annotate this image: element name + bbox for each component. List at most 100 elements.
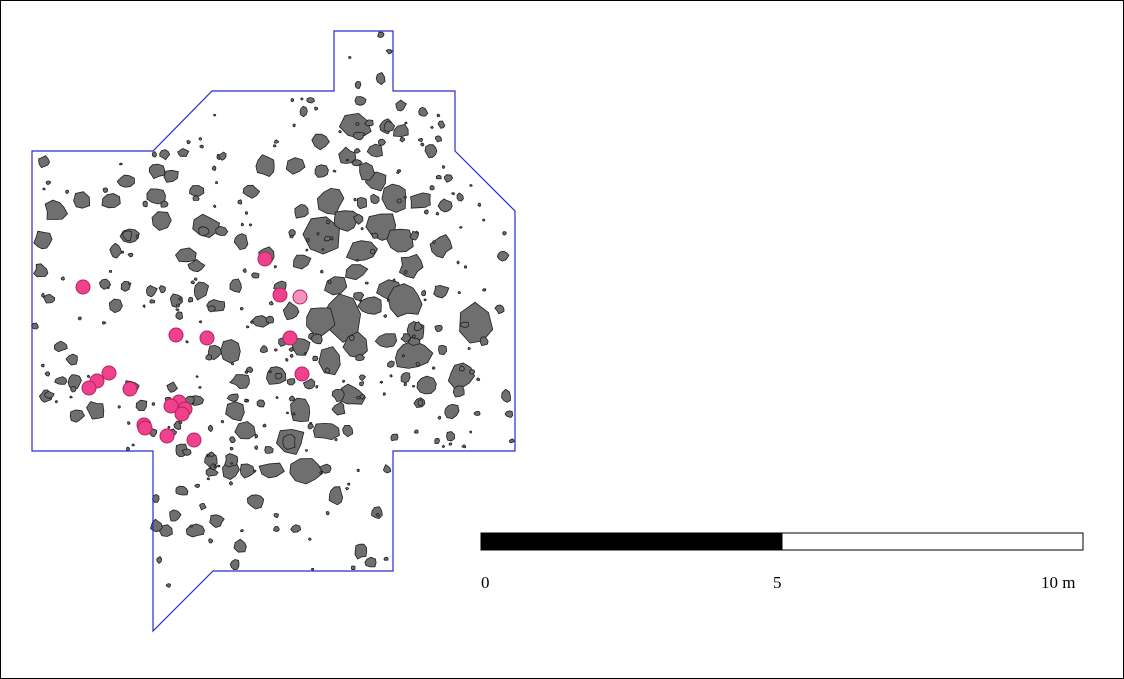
stone-polygon xyxy=(175,247,197,263)
stone-polygon xyxy=(217,464,221,468)
stone-polygon xyxy=(300,97,304,101)
stone-polygon xyxy=(40,363,45,368)
stone-polygon xyxy=(502,231,507,236)
stone-polygon xyxy=(251,272,260,279)
stone-polygon xyxy=(329,236,334,241)
stone-polygon xyxy=(331,401,346,416)
stone-polygon xyxy=(194,483,200,489)
stone-polygon xyxy=(303,352,307,355)
stone-polygon xyxy=(198,320,203,324)
stone-polygon xyxy=(458,226,463,229)
stone-polygon xyxy=(399,136,405,143)
stone-polygon xyxy=(383,314,388,319)
stone-polygon xyxy=(321,248,325,251)
stone-polygon xyxy=(398,253,424,279)
stone-polygon xyxy=(407,336,421,347)
stone-polygon xyxy=(386,228,414,253)
stone-polygon xyxy=(342,424,354,438)
stone-polygon xyxy=(315,385,319,389)
stone-polygon xyxy=(254,433,259,439)
stone-polygon xyxy=(456,192,464,202)
stone-polygon xyxy=(273,265,277,269)
stone-polygon xyxy=(347,482,351,486)
stone-polygon xyxy=(358,374,367,382)
stone-polygon xyxy=(375,71,386,86)
stone-polygon xyxy=(451,192,455,196)
stone-polygon xyxy=(371,506,383,519)
stone-polygon xyxy=(135,234,139,239)
scale-label-10m: 10 m xyxy=(1041,573,1076,592)
stone-polygon xyxy=(377,31,385,39)
stone-polygon xyxy=(289,458,324,485)
find-marker-2 xyxy=(75,279,91,295)
stone-polygon xyxy=(312,422,340,441)
stone-polygon xyxy=(463,265,467,269)
stone-polygon xyxy=(244,211,249,215)
stone-polygon xyxy=(307,423,314,430)
stone-polygon xyxy=(364,119,374,127)
stone-polygon xyxy=(316,187,345,215)
stone-polygon xyxy=(292,254,312,270)
stone-polygon xyxy=(199,502,207,511)
stone-polygon xyxy=(370,193,380,204)
stone-polygon xyxy=(156,555,163,564)
stone-polygon xyxy=(350,565,356,571)
stone-polygon xyxy=(275,372,282,380)
stone-polygon xyxy=(175,311,183,320)
stone-polygon xyxy=(273,512,279,519)
stone-polygon xyxy=(195,375,199,378)
stone-polygon xyxy=(360,227,364,231)
stone-polygon xyxy=(148,163,166,180)
stone-polygon xyxy=(352,131,366,141)
stone-polygon xyxy=(377,138,386,146)
stone-polygon xyxy=(269,300,274,306)
stone-polygon xyxy=(434,135,443,143)
stone-polygon xyxy=(354,81,362,90)
stone-polygon xyxy=(338,129,342,134)
stone-polygon xyxy=(359,381,364,387)
stone-polygon xyxy=(175,303,181,308)
stone-polygon xyxy=(316,232,320,236)
stone-polygon xyxy=(355,396,361,400)
stone-polygon xyxy=(220,420,225,424)
stone-polygon xyxy=(467,347,471,350)
stone-polygon xyxy=(423,209,429,215)
stone-polygon xyxy=(482,288,487,292)
stone-polygon xyxy=(306,307,336,337)
stone-polygon xyxy=(229,374,250,390)
stone-polygon xyxy=(299,105,308,118)
find-marker-9 xyxy=(101,365,117,381)
stone-polygon xyxy=(44,390,55,399)
stone-polygon xyxy=(457,291,461,295)
stone-polygon xyxy=(342,379,346,383)
stone-polygon xyxy=(142,304,146,309)
stone-polygon xyxy=(357,296,382,315)
stone-polygon xyxy=(420,142,425,147)
stone-polygon xyxy=(159,149,171,161)
stone-polygon xyxy=(461,444,467,449)
stone-polygon xyxy=(400,372,411,384)
stone-polygon xyxy=(345,240,378,262)
stone-polygon xyxy=(429,185,435,191)
stone-polygon xyxy=(211,165,217,172)
stone-polygon xyxy=(311,333,323,345)
stone-polygon xyxy=(320,269,324,274)
stone-polygon xyxy=(215,181,218,185)
stone-polygon xyxy=(326,219,330,225)
stone-polygon xyxy=(438,344,448,356)
stone-polygon xyxy=(421,289,427,297)
stone-polygon xyxy=(364,281,369,285)
stone-polygon xyxy=(319,471,323,475)
find-marker-6 xyxy=(199,330,215,346)
stone-polygon xyxy=(167,425,171,429)
stone-polygon xyxy=(318,463,332,474)
stone-polygon xyxy=(121,250,124,254)
stone-polygon xyxy=(328,486,344,506)
stone-polygon xyxy=(208,451,216,457)
stone-polygon xyxy=(215,225,229,236)
stone-polygon xyxy=(354,96,367,106)
stone-polygon xyxy=(127,252,134,258)
stone-polygon xyxy=(414,230,419,234)
stone-polygon xyxy=(239,463,255,479)
